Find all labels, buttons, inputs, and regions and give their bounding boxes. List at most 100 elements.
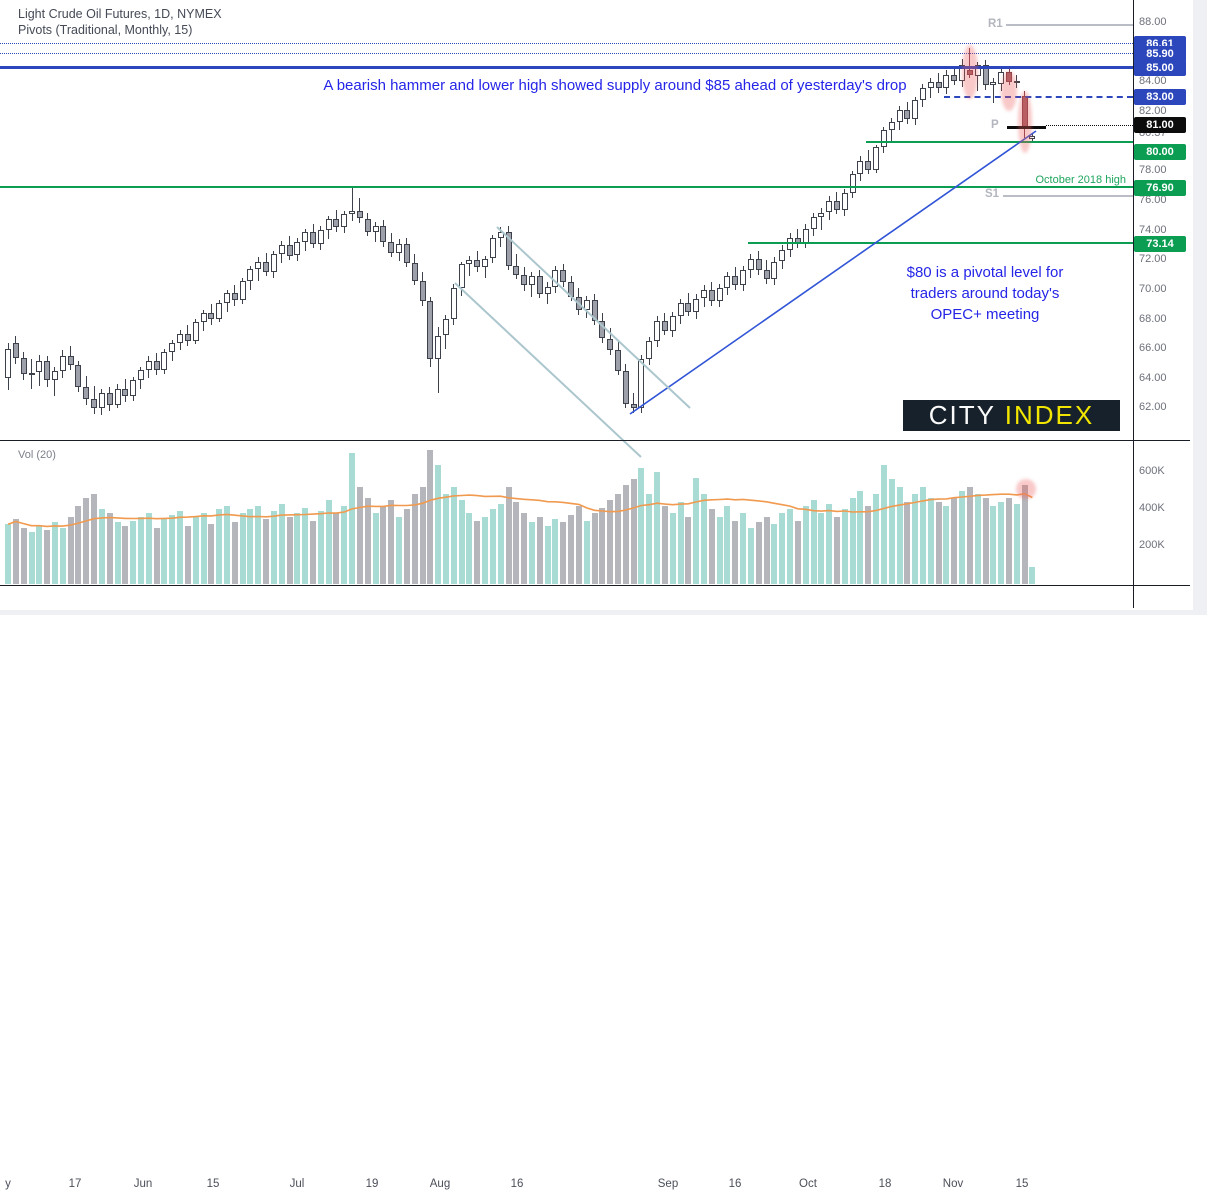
volume-bar	[669, 513, 676, 584]
candle	[169, 342, 176, 352]
volume-bar	[771, 524, 778, 584]
candle	[12, 342, 19, 358]
volume-bar	[959, 490, 965, 584]
price-axis[interactable]: 88.00 84.00 82.00 80.37 78.00 76.00 74.00 72.00…	[1134, 0, 1193, 585]
volume-bar	[396, 516, 402, 584]
volume-bar	[388, 500, 395, 584]
volume-bar	[591, 513, 598, 584]
candle	[200, 313, 207, 323]
volume-bar	[356, 486, 363, 584]
volume-bar	[130, 520, 137, 584]
price-level-line	[1046, 124, 1133, 126]
candle	[349, 211, 356, 215]
candle	[427, 301, 434, 360]
symbol-title[interactable]: Light Crude Oil Futures, 1D, NYMEX	[18, 7, 222, 21]
volume-bar	[482, 516, 488, 584]
volume-bar	[474, 520, 481, 584]
time-axis-label: Aug	[429, 1178, 451, 1190]
time-axis-border	[0, 585, 1190, 586]
volume-bar	[28, 531, 35, 584]
candle	[583, 300, 590, 311]
candle	[880, 129, 887, 148]
volume-bar	[787, 509, 793, 584]
candle	[919, 88, 926, 100]
volume-bar	[5, 524, 11, 584]
price-axis-label: 64.00	[1139, 372, 1167, 384]
candle	[521, 274, 528, 286]
candle	[325, 218, 332, 231]
volume-bar	[137, 516, 144, 584]
price-level-line	[944, 96, 1133, 99]
candle	[716, 288, 723, 302]
candle	[826, 200, 833, 213]
candle	[497, 231, 504, 238]
volume-bar	[161, 518, 168, 584]
volume-bar	[263, 518, 270, 584]
volume-bar	[521, 513, 528, 584]
volume-bar	[708, 509, 715, 584]
candle	[904, 110, 911, 120]
time-axis-label: Oct	[799, 1178, 817, 1190]
candle	[177, 334, 183, 343]
volume-bar	[599, 507, 606, 584]
volume-bar	[12, 518, 19, 584]
price-badge-80.00: 80.00	[1134, 144, 1186, 160]
candle	[536, 276, 543, 295]
candle	[724, 276, 731, 289]
candle	[396, 243, 402, 253]
candle	[388, 242, 395, 253]
volume-bar	[701, 494, 707, 584]
volume-bar	[458, 500, 465, 584]
candle	[630, 403, 637, 408]
time-axis-label: 15	[206, 1178, 220, 1190]
candle	[44, 360, 51, 380]
candle	[450, 288, 457, 320]
candle	[732, 276, 739, 286]
indicator-title[interactable]: Pivots (Traditional, Monthly, 15)	[18, 23, 193, 37]
candle	[513, 265, 520, 275]
candle	[67, 356, 74, 366]
candle	[145, 360, 152, 370]
candle-wick	[375, 221, 376, 243]
candle	[771, 261, 778, 280]
right-scroll-strip[interactable]	[1193, 0, 1207, 615]
volume-bar	[294, 513, 301, 584]
candle	[161, 351, 168, 370]
candle	[91, 399, 97, 409]
candle	[560, 270, 567, 283]
price-badge-73.14: 73.14	[1134, 236, 1186, 252]
pane-divider[interactable]	[0, 440, 1190, 441]
volume-indicator-label[interactable]: Vol (20)	[18, 449, 56, 461]
volume-bar	[106, 513, 113, 584]
candle	[912, 100, 919, 120]
opec-annotation: $80 is a pivotal level for traders aroun…	[906, 264, 1064, 323]
time-axis-label: 17	[68, 1178, 82, 1190]
volume-bar	[427, 449, 434, 584]
volume-bar	[912, 494, 919, 584]
price-axis-label: 66.00	[1139, 342, 1167, 354]
price-level-line	[1007, 125, 1046, 129]
time-axis[interactable]: y 17 Jun 15 Jul 19 Aug 16 Sep 16 Oct 18 Nov 15	[0, 586, 1190, 1190]
price-level-line	[1003, 195, 1133, 197]
symbol-header[interactable]: Light Crude Oil Futures, 1D, NYMEX Pivot…	[18, 6, 222, 38]
candle	[231, 292, 238, 300]
city-index-logo: CITY INDEX	[903, 400, 1120, 431]
candle	[1006, 71, 1012, 83]
candle-wick	[977, 61, 979, 92]
candle	[591, 300, 598, 321]
volume-bar	[278, 503, 285, 584]
volume-bar	[677, 501, 684, 584]
candle	[677, 302, 684, 317]
candle	[701, 289, 707, 299]
price-axis-label: 78.00	[1139, 164, 1167, 176]
price-level-line	[0, 66, 1133, 70]
candle	[255, 261, 262, 269]
volume-bar	[184, 526, 191, 584]
volume-bar	[755, 522, 762, 584]
candle	[607, 338, 614, 351]
volume-bar	[536, 516, 543, 584]
candle	[951, 74, 958, 81]
volume-bar	[622, 485, 629, 584]
time-axis-label: Jun	[133, 1178, 153, 1190]
